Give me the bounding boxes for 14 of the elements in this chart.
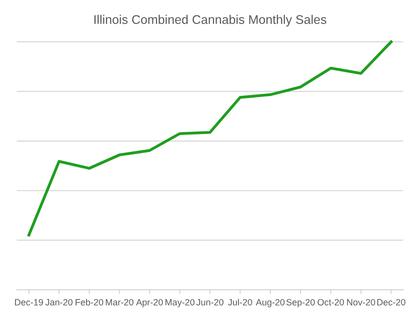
x-tick-label: Oct-20 (318, 299, 344, 306)
x-tick-label: Jun-20 (196, 299, 224, 306)
x-tick-label: Aug-20 (256, 299, 285, 308)
x-tick-label: Mar-20 (106, 299, 134, 306)
x-tick-label: May-20 (166, 299, 195, 308)
x-tick-label: Nov-20 (347, 299, 376, 306)
x-tick-label: Dec-19 (15, 299, 43, 306)
x-tick-label: Jul-20 (228, 298, 252, 306)
x-tick-label: Feb-20 (76, 298, 104, 306)
chart-title: Illinois Combined Cannabis Monthly Sales (94, 14, 326, 26)
x-tick-label: Apr-20 (136, 299, 163, 308)
x-tick-label: Dec-20 (377, 299, 406, 306)
x-tick-label: Sep-20 (286, 299, 315, 308)
x-tick-label: Jan-20 (45, 299, 73, 306)
